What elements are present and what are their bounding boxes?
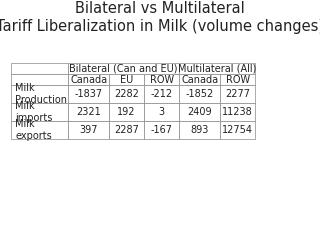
Text: -167: -167 <box>151 125 172 135</box>
Bar <box>109 74 144 85</box>
Bar <box>144 103 179 121</box>
Title: Bilateral vs Multilateral
Tariff Liberalization in Milk (volume changes): Bilateral vs Multilateral Tariff Liberal… <box>0 1 320 34</box>
Text: Milk
imports: Milk imports <box>15 101 53 123</box>
Text: 2321: 2321 <box>76 107 101 117</box>
Bar <box>179 63 255 74</box>
Text: 192: 192 <box>117 107 136 117</box>
Bar <box>220 121 255 139</box>
Text: Canada: Canada <box>181 74 218 84</box>
Text: 2277: 2277 <box>225 89 250 99</box>
Bar <box>11 63 68 74</box>
Text: 12754: 12754 <box>222 125 253 135</box>
Bar <box>220 85 255 103</box>
Text: Canada: Canada <box>70 74 107 84</box>
Bar <box>68 85 109 103</box>
Bar <box>11 74 68 85</box>
Text: 397: 397 <box>79 125 98 135</box>
Text: 11238: 11238 <box>222 107 253 117</box>
Bar <box>68 121 109 139</box>
Text: 2282: 2282 <box>114 89 139 99</box>
Bar <box>68 103 109 121</box>
Text: ROW: ROW <box>226 74 250 84</box>
Bar <box>179 74 220 85</box>
Text: 2409: 2409 <box>187 107 212 117</box>
Bar <box>144 121 179 139</box>
Bar <box>68 63 179 74</box>
Bar <box>220 103 255 121</box>
Bar <box>109 85 144 103</box>
Bar <box>11 121 68 139</box>
Text: -1837: -1837 <box>75 89 103 99</box>
Text: Bilateral (Can and EU): Bilateral (Can and EU) <box>69 64 178 73</box>
Bar <box>144 85 179 103</box>
Bar <box>68 74 109 85</box>
Text: Milk
exports: Milk exports <box>15 119 52 141</box>
Text: 3: 3 <box>158 107 165 117</box>
Text: 2287: 2287 <box>114 125 139 135</box>
Text: Multilateral (All): Multilateral (All) <box>178 64 256 73</box>
Bar <box>11 85 68 103</box>
Bar <box>179 85 220 103</box>
Bar <box>109 103 144 121</box>
Bar <box>179 103 220 121</box>
Bar <box>109 121 144 139</box>
Text: 893: 893 <box>190 125 209 135</box>
Bar <box>179 121 220 139</box>
Text: ROW: ROW <box>149 74 174 84</box>
Bar <box>144 74 179 85</box>
Text: -212: -212 <box>150 89 173 99</box>
Bar <box>11 103 68 121</box>
Bar <box>220 74 255 85</box>
Text: EU: EU <box>120 74 133 84</box>
Text: -1852: -1852 <box>186 89 214 99</box>
Text: Milk
Production: Milk Production <box>15 83 68 105</box>
